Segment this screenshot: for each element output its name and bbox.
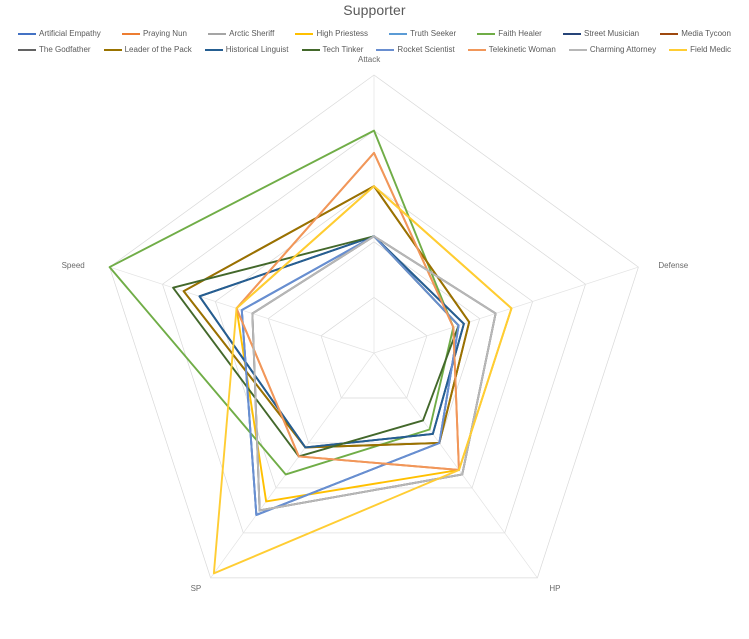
legend-item-label: Media Tycoon: [681, 29, 731, 38]
legend-item[interactable]: Artificial Empathy: [18, 29, 101, 39]
legend-swatch-icon: [208, 33, 227, 35]
legend-swatch-icon: [562, 33, 581, 35]
legend-item[interactable]: Tech Tinker: [301, 45, 364, 55]
legend-swatch-icon: [18, 33, 36, 35]
legend-item[interactable]: Leader of the Pack: [103, 45, 192, 55]
legend-swatch-icon: [103, 49, 122, 51]
legend-item[interactable]: Arctic Sheriff: [208, 29, 274, 39]
legend-item[interactable]: Truth Seeker: [389, 29, 456, 39]
radar-ring: [267, 241, 481, 444]
legend-item-label: Field Medic: [690, 45, 731, 54]
legend-swatch-icon: [376, 49, 395, 51]
legend-item-label: Praying Nun: [142, 29, 187, 38]
legend-item-label: Arctic Sheriff: [229, 29, 275, 38]
radar-spoke: [373, 266, 639, 354]
radar-series-media-tycoon: [182, 185, 471, 449]
legend-swatch-icon: [467, 49, 486, 51]
legend-item[interactable]: Charming Attorney: [568, 45, 657, 55]
axis-label-hp: HP: [549, 583, 561, 593]
axis-label-defense: Defense: [658, 261, 689, 271]
legend-swatch-icon: [477, 33, 496, 35]
legend-item-label: Artificial Empathy: [39, 29, 101, 38]
chart-title: Supporter: [343, 2, 406, 18]
legend-item[interactable]: The Godfather: [18, 45, 91, 55]
legend-item-label: Faith Healer: [498, 29, 542, 38]
legend-item[interactable]: Praying Nun: [121, 29, 187, 39]
legend-swatch-icon: [295, 33, 314, 35]
legend-item-label: Charming Attorney: [589, 45, 657, 54]
radar-series-artificial-empathy: [240, 235, 460, 516]
legend-swatch-icon: [121, 33, 140, 35]
legend-item[interactable]: Faith Healer: [477, 29, 542, 39]
radar-spoke: [210, 352, 375, 579]
radar-series-leader-of-the-pack: [182, 185, 471, 449]
legend-item-label: High Priestess: [316, 29, 369, 38]
legend-item-label: Truth Seeker: [410, 29, 457, 38]
legend-item[interactable]: Rocket Scientist: [376, 45, 455, 55]
radar-spoke: [373, 352, 538, 579]
legend-row-1: Artificial Empathy Praying Nun Arctic Sher…: [18, 26, 731, 42]
radar-series-charming-attorney: [251, 235, 497, 512]
legend-swatch-icon: [301, 49, 320, 51]
radar-series-faith-healer: [108, 129, 455, 476]
legend-item-label: The Godfather: [39, 45, 91, 54]
radar-series-rocket-scientist: [240, 235, 460, 516]
radar-series-field-medic: [212, 185, 513, 575]
legend-item-label: Street Musician: [583, 29, 640, 38]
legend-item[interactable]: Field Medic: [669, 45, 731, 55]
legend-item-label: Historical Linguist: [225, 45, 289, 54]
legend-swatch-icon: [18, 49, 36, 51]
legend-item-label: Telekinetic Woman: [488, 45, 556, 54]
legend-swatch-icon: [568, 49, 587, 51]
legend-item[interactable]: Media Tycoon: [660, 29, 731, 39]
legend-item-label: Tech Tinker: [322, 45, 364, 54]
axis-label-sp: SP: [190, 583, 202, 593]
legend-swatch-icon: [660, 33, 679, 35]
radar-ring: [162, 130, 586, 534]
legend-row-2: The Godfather Leader of the Pack Historica…: [18, 42, 731, 58]
legend-item[interactable]: Historical Linguist: [204, 45, 289, 55]
legend-item[interactable]: Street Musician: [562, 29, 640, 39]
legend-item-label: Rocket Scientist: [397, 45, 455, 54]
radar-ring: [320, 296, 428, 399]
radar-series-telekinetic-woman: [235, 151, 460, 471]
radar-gridlines: [109, 74, 639, 579]
chart-legend: Artificial Empathy Praying Nun Arctic Sher…: [0, 26, 749, 58]
axis-label-speed: Speed: [61, 261, 85, 271]
radar-series-historical-linguist: [198, 235, 465, 449]
radar-series-truth-seeker: [240, 235, 460, 516]
legend-swatch-icon: [389, 33, 408, 35]
radar-ring: [109, 74, 639, 579]
legend-item[interactable]: Telekinetic Woman: [467, 45, 556, 55]
legend-swatch-icon: [204, 49, 223, 51]
legend-item-label: Leader of the Pack: [124, 45, 192, 54]
axis-label-attack: Attack: [358, 55, 381, 64]
legend-item[interactable]: High Priestess: [295, 29, 368, 39]
legend-swatch-icon: [669, 49, 688, 51]
